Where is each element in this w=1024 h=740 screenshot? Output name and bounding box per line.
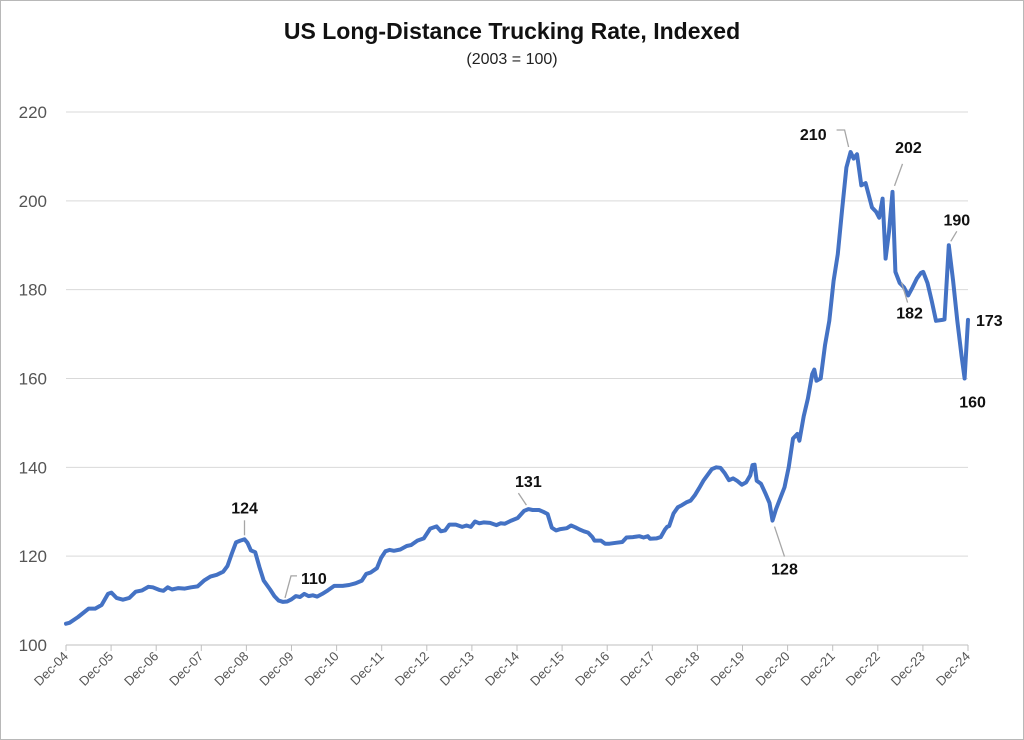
annotation-202: 202 <box>895 140 922 157</box>
annotation-leader-182 <box>900 282 909 303</box>
x-tick-label-2: Dec-06 <box>121 649 161 689</box>
chart-title: US Long-Distance Trucking Rate, Indexed <box>283 18 741 44</box>
x-tick-label-18: Dec-22 <box>843 649 883 689</box>
annotation-leader-128 <box>773 526 786 557</box>
y-tick-label-160: 160 <box>19 370 47 389</box>
y-tick-label-220: 220 <box>19 103 47 122</box>
series-layer <box>64 150 970 626</box>
chart-subtitle: (2003 = 100) <box>466 51 558 68</box>
annotation-190: 190 <box>943 212 970 229</box>
y-tick-label-140: 140 <box>19 458 47 477</box>
annotation-182: 182 <box>896 306 923 323</box>
annotation-210: 210 <box>800 127 827 144</box>
y-tick-label-120: 120 <box>19 547 47 566</box>
series-line-0 <box>64 150 970 626</box>
gridlines <box>66 111 968 646</box>
x-tick-label-16: Dec-20 <box>752 649 792 689</box>
annotation-leader-131 <box>517 492 527 506</box>
y-tick-label-180: 180 <box>19 281 47 300</box>
annotation-110: 110 <box>301 571 327 588</box>
annotation-128: 128 <box>771 562 798 579</box>
x-tick-label-19: Dec-23 <box>888 649 928 689</box>
annotation-131: 131 <box>515 474 542 491</box>
x-tick-label-10: Dec-14 <box>482 649 522 689</box>
x-tick-label-6: Dec-10 <box>301 649 341 689</box>
annotations-layer: 124 110 131 128 210 202 182 190 160 173 <box>231 127 1003 599</box>
annotation-leader-210 <box>836 129 850 148</box>
x-tick-label-7: Dec-11 <box>347 649 387 689</box>
x-tick-label-11: Dec-15 <box>527 649 567 689</box>
x-tick-label-1: Dec-05 <box>76 649 116 689</box>
x-tick-label-8: Dec-12 <box>392 649 432 689</box>
x-tick-label-3: Dec-07 <box>166 649 206 689</box>
annotation-160: 160 <box>959 395 986 412</box>
annotation-leader-202 <box>893 163 904 187</box>
y-axis: 100 120 140 160 180 200 220 <box>19 103 47 655</box>
x-tick-label-9: Dec-13 <box>437 649 477 689</box>
annotation-leader-110 <box>284 575 297 599</box>
x-tick-label-15: Dec-19 <box>707 649 747 689</box>
x-tick-label-14: Dec-18 <box>662 649 702 689</box>
x-tick-label-17: Dec-21 <box>798 649 838 689</box>
x-tick-label-5: Dec-09 <box>256 649 296 689</box>
x-tick-label-12: Dec-16 <box>572 649 612 689</box>
annotation-124: 124 <box>231 500 258 517</box>
x-axis: Dec-04 Dec-05 Dec-06 Dec-07 Dec-08 Dec-09 Dec-… <box>31 644 973 689</box>
x-tick-label-4: Dec-08 <box>211 649 251 689</box>
y-tick-label-200: 200 <box>19 192 47 211</box>
x-tick-label-13: Dec-17 <box>617 649 657 689</box>
annotation-173: 173 <box>976 313 1003 330</box>
y-tick-label-100: 100 <box>19 636 47 655</box>
annotation-leader-190 <box>950 230 958 242</box>
x-tick-label-20: Dec-24 <box>933 649 973 689</box>
